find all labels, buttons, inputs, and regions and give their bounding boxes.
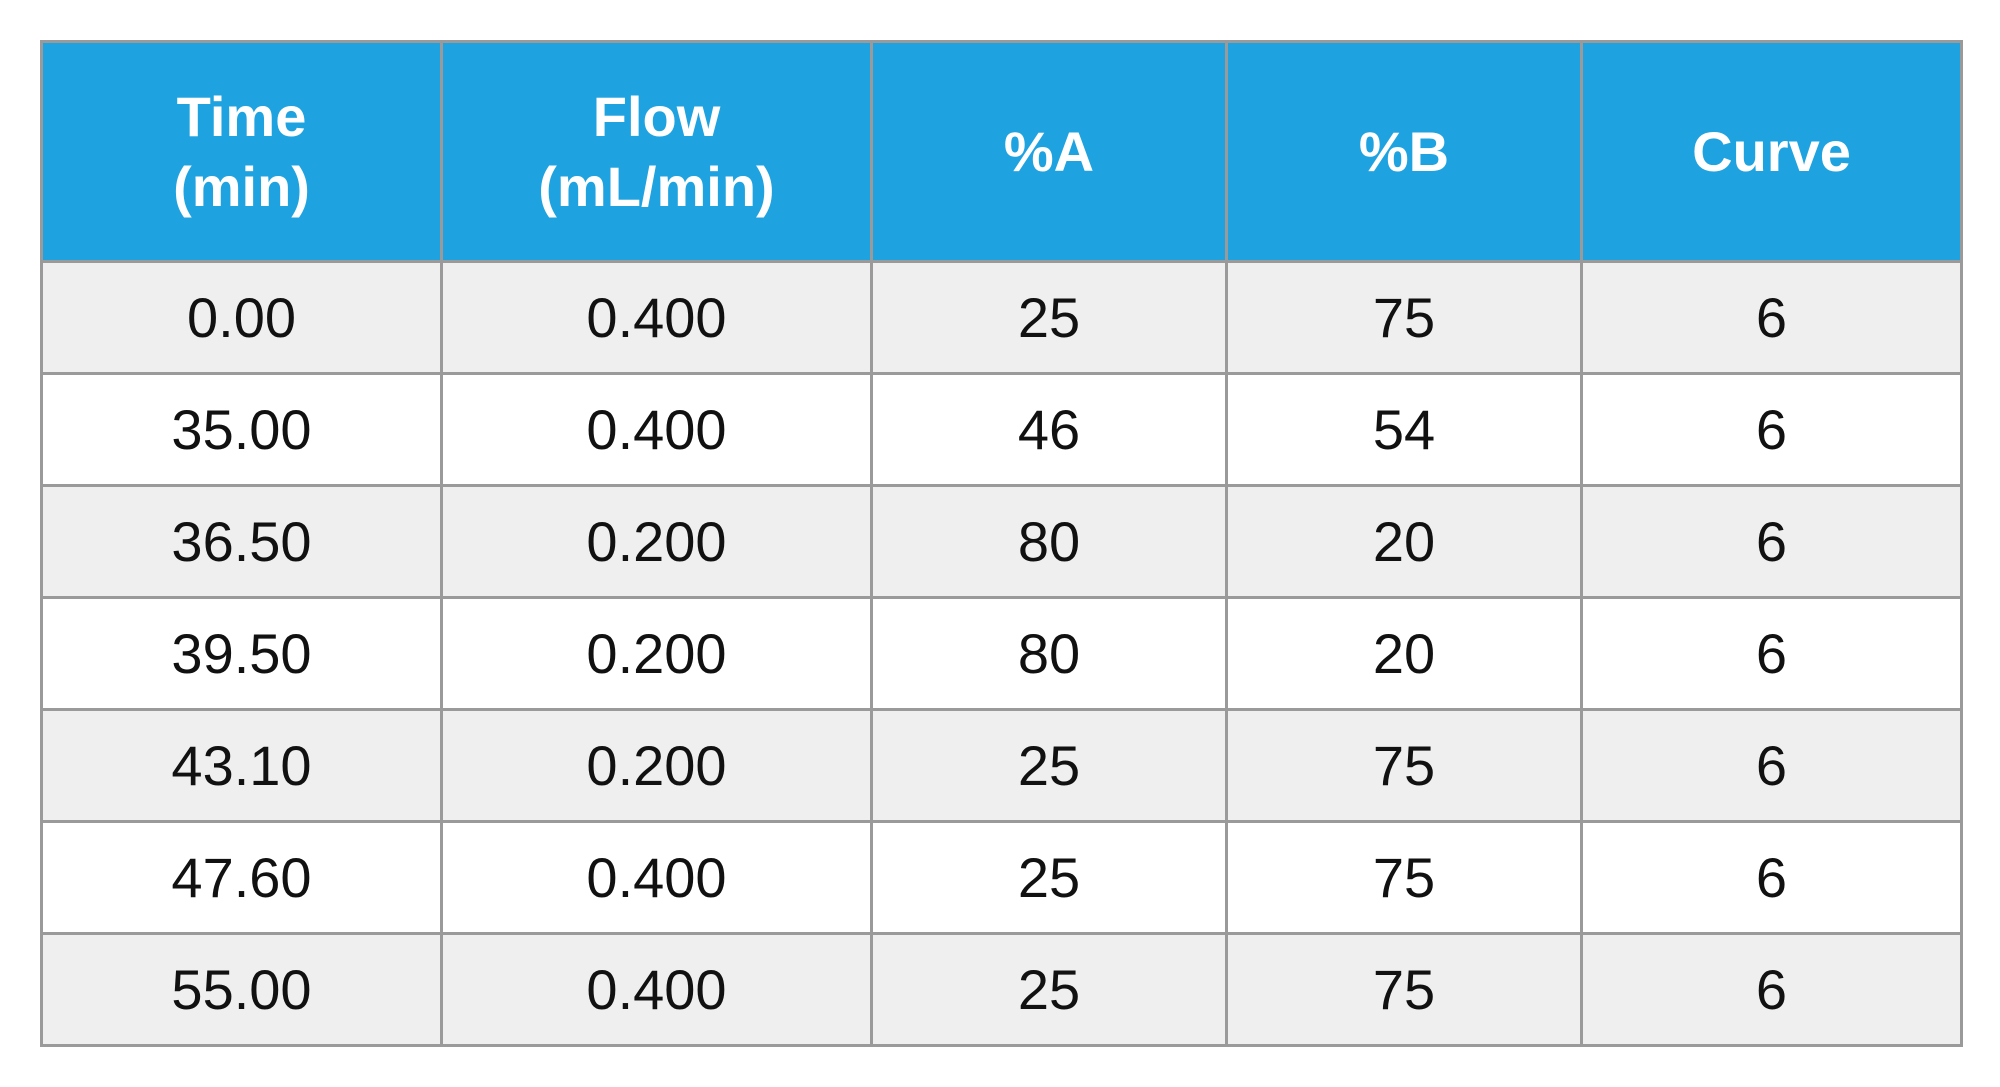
cell-flow: 0.400: [442, 934, 872, 1046]
cell-curve: 6: [1582, 934, 1962, 1046]
cell-curve: 6: [1582, 822, 1962, 934]
header-time: Time (min): [42, 42, 442, 262]
cell-time: 47.60: [42, 822, 442, 934]
cell-curve: 6: [1582, 710, 1962, 822]
cell-pct-b: 20: [1227, 486, 1582, 598]
cell-pct-a: 80: [872, 486, 1227, 598]
table-row: 47.60 0.400 25 75 6: [42, 822, 1962, 934]
header-flow-line1: Flow: [593, 85, 721, 148]
cell-time: 39.50: [42, 598, 442, 710]
table-row: 55.00 0.400 25 75 6: [42, 934, 1962, 1046]
header-pct-a: %A: [872, 42, 1227, 262]
gradient-table: Time (min) Flow (mL/min) %A %B Curve 0.00 …: [40, 40, 1963, 1047]
cell-flow: 0.200: [442, 486, 872, 598]
cell-pct-a: 46: [872, 374, 1227, 486]
cell-flow: 0.400: [442, 374, 872, 486]
header-flow: Flow (mL/min): [442, 42, 872, 262]
header-curve: Curve: [1582, 42, 1962, 262]
table-body: 0.00 0.400 25 75 6 35.00 0.400 46 54 6 3…: [42, 262, 1962, 1046]
cell-time: 36.50: [42, 486, 442, 598]
table-header-row: Time (min) Flow (mL/min) %A %B Curve: [42, 42, 1962, 262]
header-time-line1: Time: [177, 85, 307, 148]
cell-time: 0.00: [42, 262, 442, 374]
header-pct-b: %B: [1227, 42, 1582, 262]
cell-pct-b: 75: [1227, 934, 1582, 1046]
cell-curve: 6: [1582, 374, 1962, 486]
cell-pct-a: 25: [872, 262, 1227, 374]
cell-pct-a: 25: [872, 934, 1227, 1046]
cell-curve: 6: [1582, 486, 1962, 598]
table-row: 43.10 0.200 25 75 6: [42, 710, 1962, 822]
cell-time: 55.00: [42, 934, 442, 1046]
cell-flow: 0.200: [442, 710, 872, 822]
cell-time: 35.00: [42, 374, 442, 486]
cell-pct-b: 75: [1227, 262, 1582, 374]
table-row: 0.00 0.400 25 75 6: [42, 262, 1962, 374]
header-time-line2: (min): [173, 155, 310, 218]
header-flow-line2: (mL/min): [538, 155, 774, 218]
cell-pct-b: 20: [1227, 598, 1582, 710]
table-row: 35.00 0.400 46 54 6: [42, 374, 1962, 486]
cell-time: 43.10: [42, 710, 442, 822]
cell-pct-a: 25: [872, 710, 1227, 822]
table-row: 36.50 0.200 80 20 6: [42, 486, 1962, 598]
table-row: 39.50 0.200 80 20 6: [42, 598, 1962, 710]
cell-pct-b: 75: [1227, 822, 1582, 934]
cell-pct-a: 25: [872, 822, 1227, 934]
cell-curve: 6: [1582, 262, 1962, 374]
cell-pct-a: 80: [872, 598, 1227, 710]
cell-curve: 6: [1582, 598, 1962, 710]
cell-flow: 0.400: [442, 262, 872, 374]
cell-pct-b: 75: [1227, 710, 1582, 822]
cell-pct-b: 54: [1227, 374, 1582, 486]
cell-flow: 0.400: [442, 822, 872, 934]
cell-flow: 0.200: [442, 598, 872, 710]
